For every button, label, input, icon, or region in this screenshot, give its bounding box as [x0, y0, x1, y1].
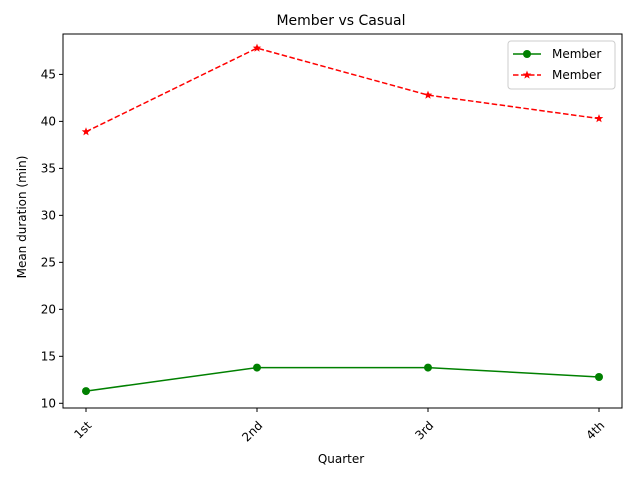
series-2-point: [594, 114, 604, 123]
series-1-line: [85, 366, 600, 392]
x-axis-label: Quarter: [318, 452, 364, 466]
y-tick-label: 35: [41, 161, 56, 175]
y-axis-label: Mean duration (min): [15, 156, 29, 279]
y-tick-label: 20: [41, 302, 56, 316]
legend-marker: [523, 50, 531, 58]
series-1-point: [82, 387, 90, 396]
y-tick-label: 45: [41, 67, 56, 81]
chart-title: Member vs Casual: [276, 13, 405, 29]
series-1-point: [424, 363, 432, 372]
y-tick-label: 40: [41, 114, 56, 128]
series-1-point: [253, 363, 261, 372]
series-2-point: [81, 127, 91, 136]
y-axis-ticks: 10 15 20 25 30 35 40 45: [41, 67, 63, 410]
series-2-point: [423, 90, 433, 99]
legend-label: Member: [552, 47, 601, 61]
legend-box: [507, 40, 616, 90]
x-tick-label: 3rd: [412, 418, 436, 442]
y-tick-label: 10: [41, 396, 56, 410]
y-tick-label: 15: [41, 349, 56, 363]
y-tick-label: 25: [41, 255, 56, 269]
x-tick-label: 4th: [583, 418, 607, 442]
legend: Member Member: [507, 40, 616, 90]
series-2-point: [252, 43, 262, 52]
x-tick-label: 2nd: [239, 418, 265, 444]
plot-area: [81, 43, 604, 396]
axes-frame: [62, 33, 623, 409]
legend-label: Member: [552, 68, 601, 82]
series-1: [82, 363, 603, 396]
y-tick-label: 30: [41, 208, 56, 222]
x-axis-ticks: 1st 2nd 3rd 4th: [71, 408, 607, 445]
legend-marker: [522, 70, 532, 79]
series-1-point: [595, 372, 603, 381]
legend-item: Member: [513, 68, 601, 82]
legend-item: Member: [513, 47, 601, 61]
x-tick-label: 1st: [71, 418, 94, 441]
series-2: [81, 43, 604, 136]
